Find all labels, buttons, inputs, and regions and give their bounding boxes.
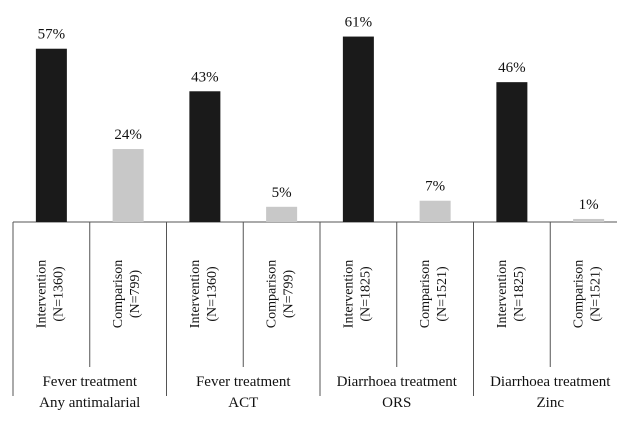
bar-comparison — [112, 149, 144, 222]
category-sublabel: Any antimalarial — [39, 395, 140, 411]
bar-value-label: 43% — [191, 69, 219, 85]
tick-label-n: (N=1825) — [358, 266, 373, 322]
category-label: Diarrhoea treatment — [490, 374, 611, 390]
tick-label-n: (N=1825) — [512, 266, 527, 322]
tick-label-group: Comparison — [418, 260, 433, 328]
category-label: Fever treatment — [42, 374, 137, 390]
tick-label-group: Intervention — [188, 260, 203, 328]
bar-comparison — [419, 200, 451, 222]
bar-intervention — [35, 48, 67, 222]
tick-label-n: (N=799) — [282, 270, 297, 319]
tick-label-group: Intervention — [495, 260, 510, 328]
bar-value-label: 5% — [272, 185, 292, 201]
bar-value-label: 46% — [498, 60, 526, 76]
tick-label-group: Comparison — [265, 260, 280, 328]
bar-intervention — [342, 36, 374, 223]
bar-value-label: 61% — [345, 15, 373, 31]
category-label: Fever treatment — [196, 374, 291, 390]
bar-value-label: 7% — [425, 179, 445, 195]
tick-label-group: Intervention — [34, 260, 49, 328]
tick-label-n: (N=1360) — [205, 266, 220, 322]
bar-comparison — [573, 218, 605, 222]
category-sublabel: ORS — [382, 395, 411, 411]
tick-label-group: Intervention — [341, 260, 356, 328]
category-label: Diarrhoea treatment — [337, 374, 458, 390]
bar-value-label: 57% — [38, 27, 66, 43]
bar-intervention — [189, 91, 221, 222]
tick-label-n: (N=1521) — [589, 266, 604, 322]
bar-value-label: 24% — [114, 127, 142, 143]
tick-label-group: Comparison — [111, 260, 126, 328]
category-sublabel: ACT — [228, 395, 258, 411]
category-sublabel: Zinc — [537, 395, 565, 411]
tick-label-group: Comparison — [572, 260, 587, 328]
bar-comparison — [266, 206, 298, 222]
bar-value-label: 1% — [579, 197, 599, 213]
bar-intervention — [496, 82, 528, 222]
tick-label-n: (N=799) — [128, 270, 143, 319]
tick-label-n: (N=1360) — [51, 266, 66, 322]
tick-label-n: (N=1521) — [435, 266, 450, 322]
